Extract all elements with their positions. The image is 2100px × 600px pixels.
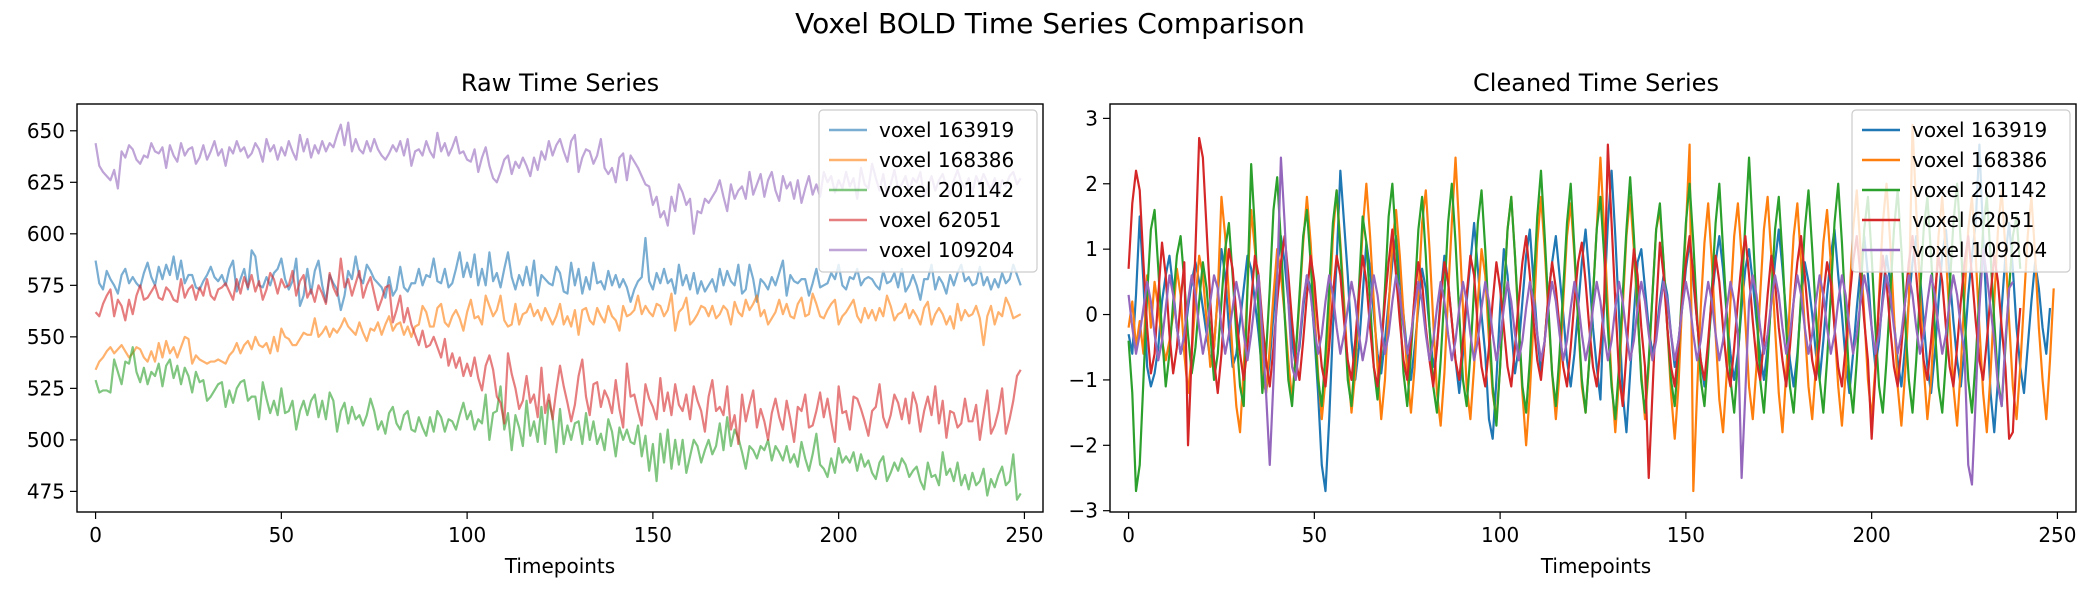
- raw-legend-label-3: voxel 62051: [879, 208, 1002, 232]
- figure-suptitle: Voxel BOLD Time Series Comparison: [795, 7, 1305, 40]
- raw-panel-title: Raw Time Series: [461, 69, 659, 97]
- raw-y-tick-label-4: 575: [27, 273, 65, 297]
- cleaned-x-tick-label-2: 100: [1481, 523, 1519, 547]
- cleaned-y-tick-label-5: 2: [1085, 172, 1098, 196]
- raw-legend-box: [818, 109, 1038, 273]
- raw-y-tick-label-3: 550: [27, 325, 65, 349]
- raw-time-series-panel: Raw Time Series 0 50 100 150 200 250 475 500 525…: [27, 69, 1044, 578]
- cleaned-y-tick-label-3: 0: [1085, 303, 1098, 327]
- raw-series-line-1: [94, 292, 1022, 371]
- raw-y-tick-label-0: 475: [27, 479, 65, 503]
- cleaned-legend-label-1: voxel 168386: [1912, 148, 2047, 172]
- cleaned-axes-frame: [1109, 103, 2077, 513]
- raw-legend-label-4: voxel 109204: [879, 238, 1014, 262]
- cleaned-ticks: 0 50 100 150 200 250 −3 −2 −1 0 1 2 3: [1069, 106, 2077, 547]
- cleaned-legend-label-2: voxel 201142: [1912, 178, 2047, 202]
- raw-x-tick-label-5: 250: [1005, 523, 1043, 547]
- cleaned-panel-title: Cleaned Time Series: [1473, 69, 1719, 97]
- raw-y-tick-label-7: 650: [27, 119, 65, 143]
- cleaned-x-axis-label: Timepoints: [1540, 554, 1651, 578]
- raw-axes-frame: [76, 103, 1044, 513]
- cleaned-y-tick-label-0: −3: [1069, 499, 1098, 523]
- raw-y-tick-label-2: 525: [27, 376, 65, 400]
- cleaned-legend-label-4: voxel 109204: [1912, 238, 2047, 262]
- cleaned-x-tick-label-1: 50: [1302, 523, 1327, 547]
- cleaned-legend-box: [1851, 109, 2071, 273]
- raw-x-tick-label-2: 100: [448, 523, 486, 547]
- raw-series-line-3: [94, 257, 1022, 446]
- cleaned-legend: voxel 163919 voxel 168386 voxel 201142 voxe…: [1851, 109, 2071, 273]
- cleaned-y-tick-label-4: 1: [1085, 237, 1098, 261]
- raw-x-tick-label-1: 50: [269, 523, 294, 547]
- raw-x-tick-label-3: 150: [634, 523, 672, 547]
- raw-legend: voxel 163919 voxel 168386 voxel 201142 voxe…: [818, 109, 1038, 273]
- cleaned-x-tick-label-3: 150: [1667, 523, 1705, 547]
- raw-x-tick-label-0: 0: [89, 523, 102, 547]
- raw-y-tick-label-5: 600: [27, 222, 65, 246]
- cleaned-legend-label-0: voxel 163919: [1912, 118, 2047, 142]
- cleaned-y-tick-label-6: 3: [1085, 106, 1098, 130]
- raw-y-tick-label-1: 500: [27, 428, 65, 452]
- cleaned-y-tick-label-1: −2: [1069, 433, 1098, 457]
- cleaned-x-tick-label-5: 250: [2038, 523, 2076, 547]
- cleaned-legend-label-3: voxel 62051: [1912, 208, 2035, 232]
- cleaned-y-tick-label-2: −1: [1069, 368, 1098, 392]
- raw-ticks: 0 50 100 150 200 250 475 500 525 550 575 600 625 650: [27, 119, 1044, 547]
- cleaned-series-line-4: [1127, 156, 2014, 486]
- raw-series-line-2: [94, 346, 1022, 501]
- raw-legend-label-0: voxel 163919: [879, 118, 1014, 142]
- raw-y-tick-label-6: 625: [27, 170, 65, 194]
- raw-x-axis-label: Timepoints: [504, 554, 615, 578]
- cleaned-x-tick-label-4: 200: [1853, 523, 1891, 547]
- raw-series-line-0: [94, 236, 1022, 312]
- cleaned-time-series-panel: Cleaned Time Series 0 50 100 150 200 250 −3 −2 −…: [1069, 69, 2077, 578]
- raw-legend-label-2: voxel 201142: [879, 178, 1014, 202]
- cleaned-x-tick-label-0: 0: [1122, 523, 1135, 547]
- raw-legend-label-1: voxel 168386: [879, 148, 1014, 172]
- raw-x-tick-label-4: 200: [820, 523, 858, 547]
- raw-series-lines: [94, 121, 1022, 501]
